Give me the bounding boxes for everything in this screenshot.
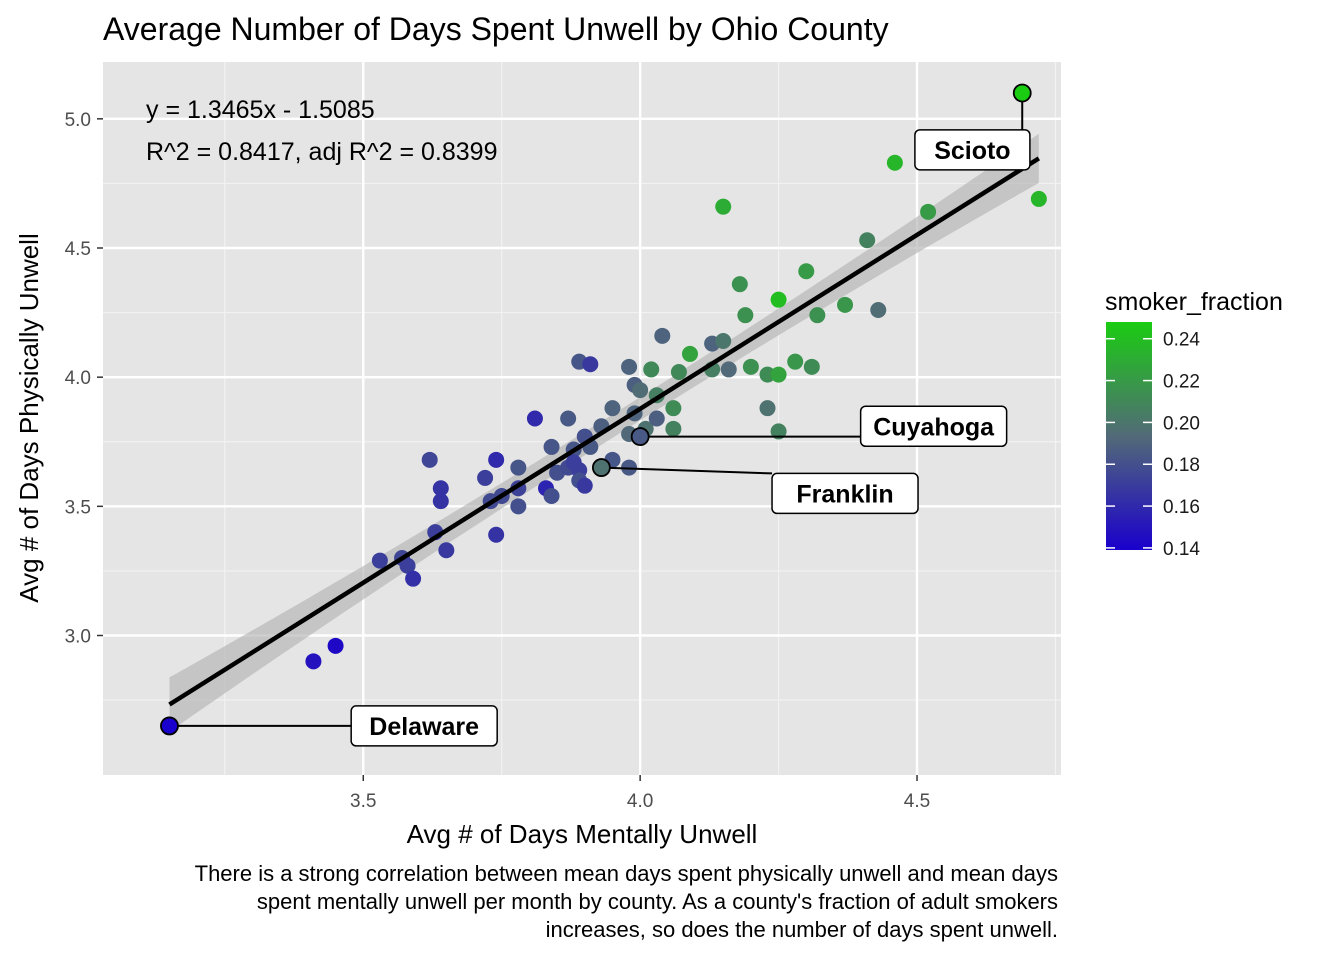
data-point [720, 361, 737, 378]
data-point [920, 203, 937, 220]
labeled-point [591, 458, 611, 477]
callout-box [914, 129, 1031, 171]
data-point [803, 358, 820, 375]
legend-tick-label: 0.14 [1163, 539, 1200, 560]
data-point [327, 637, 344, 654]
callout-box [859, 405, 1008, 447]
legend-tick-label: 0.20 [1163, 413, 1200, 434]
data-point [432, 480, 449, 497]
data-point [576, 477, 593, 494]
county-callouts: Scioto Cuyahoga Franklin Delaware [160, 83, 1032, 747]
legend-tick-label: 0.24 [1163, 330, 1200, 351]
legend-title: smoker_fraction [1105, 288, 1283, 316]
data-point [621, 358, 638, 375]
callout-label: Cuyahoga [873, 413, 995, 441]
data-point [477, 469, 494, 486]
data-point [488, 526, 505, 543]
chart-caption: There is a strong correlation between me… [195, 861, 1058, 942]
data-point [604, 400, 621, 417]
callout-label: Delaware [369, 713, 479, 741]
data-point [543, 438, 560, 455]
legend-colorbar [1106, 322, 1152, 550]
data-point [399, 557, 416, 574]
y-tick-label: 3.5 [65, 497, 91, 518]
caption-line: There is a strong correlation between me… [195, 861, 1058, 886]
data-point [798, 263, 815, 280]
regression-equation: y = 1.3465x - 1.5085 [146, 96, 375, 124]
y-tick-label: 5.0 [65, 110, 91, 131]
callout-label: Scioto [934, 137, 1010, 165]
callout-label: Franklin [796, 480, 893, 508]
labeled-point [1012, 83, 1032, 103]
data-point [737, 307, 754, 324]
data-point [731, 276, 748, 293]
data-point [870, 302, 887, 318]
chart-title: Average Number of Days Spent Unwell by O… [103, 11, 889, 47]
data-point [432, 493, 449, 510]
data-point [681, 345, 698, 362]
data-point [770, 291, 787, 308]
data-point [665, 400, 682, 417]
y-tick-label: 3.0 [65, 627, 91, 648]
y-tick-label: 4.0 [65, 368, 91, 389]
data-point [859, 232, 876, 249]
y-axis-title: Avg # of Days Physically Unwell [14, 233, 44, 602]
legend-tick-label: 0.22 [1163, 372, 1200, 393]
data-point [405, 570, 422, 587]
data-point [715, 333, 732, 349]
data-point [543, 488, 560, 504]
caption-line: spent mentally unwell per month by count… [257, 889, 1058, 914]
data-point [526, 410, 543, 427]
data-point [837, 296, 854, 313]
color-legend: smoker_fraction 0.14 0.16 0.18 0.20 0.22 0.24 [1105, 288, 1283, 560]
data-point [759, 400, 776, 417]
labeled-point [160, 716, 179, 736]
data-point [648, 410, 665, 427]
data-point [770, 423, 787, 440]
r-squared-label: R^2 = 0.8417, adj R^2 = 0.8399 [146, 138, 498, 166]
legend-tick-label: 0.18 [1163, 455, 1200, 476]
labeled-point [630, 427, 650, 446]
data-point [632, 382, 649, 399]
data-point [787, 353, 804, 370]
data-point [809, 307, 826, 324]
legend-ticks: 0.14 0.16 0.18 0.20 0.22 0.24 [1106, 330, 1200, 560]
regression-layer [168, 156, 1041, 707]
data-point [715, 198, 732, 215]
data-points [305, 154, 1047, 670]
y-axis-ticks: 3.0 3.5 4.0 4.5 5.0 [65, 110, 103, 648]
data-point [582, 356, 599, 373]
data-point [742, 358, 759, 375]
x-tick-label: 4.5 [904, 791, 930, 812]
y-tick-label: 4.5 [65, 239, 91, 260]
data-point [438, 542, 455, 559]
x-tick-label: 3.5 [350, 791, 376, 812]
data-point [665, 420, 682, 437]
data-point [510, 498, 527, 515]
data-point [654, 327, 671, 344]
data-point [510, 459, 527, 476]
data-point [488, 451, 505, 468]
x-axis-ticks: 3.5 4.0 4.5 [350, 775, 930, 812]
x-tick-label: 4.0 [627, 791, 653, 812]
data-point [560, 410, 577, 427]
data-point [371, 552, 388, 569]
callout-leader [601, 466, 773, 475]
data-point [421, 451, 438, 468]
x-axis-title: Avg # of Days Mentally Unwell [407, 819, 758, 849]
caption-line: increases, so does the number of days sp… [546, 917, 1058, 942]
regression-line [168, 156, 1041, 707]
data-point [305, 653, 322, 670]
data-point [670, 364, 687, 380]
data-point [759, 366, 776, 383]
callout-box [771, 472, 919, 515]
data-point [1030, 190, 1047, 207]
callout-box [350, 705, 498, 747]
data-point [770, 366, 787, 383]
data-point [886, 154, 903, 171]
data-point [643, 361, 660, 378]
legend-tick-label: 0.16 [1163, 497, 1200, 518]
